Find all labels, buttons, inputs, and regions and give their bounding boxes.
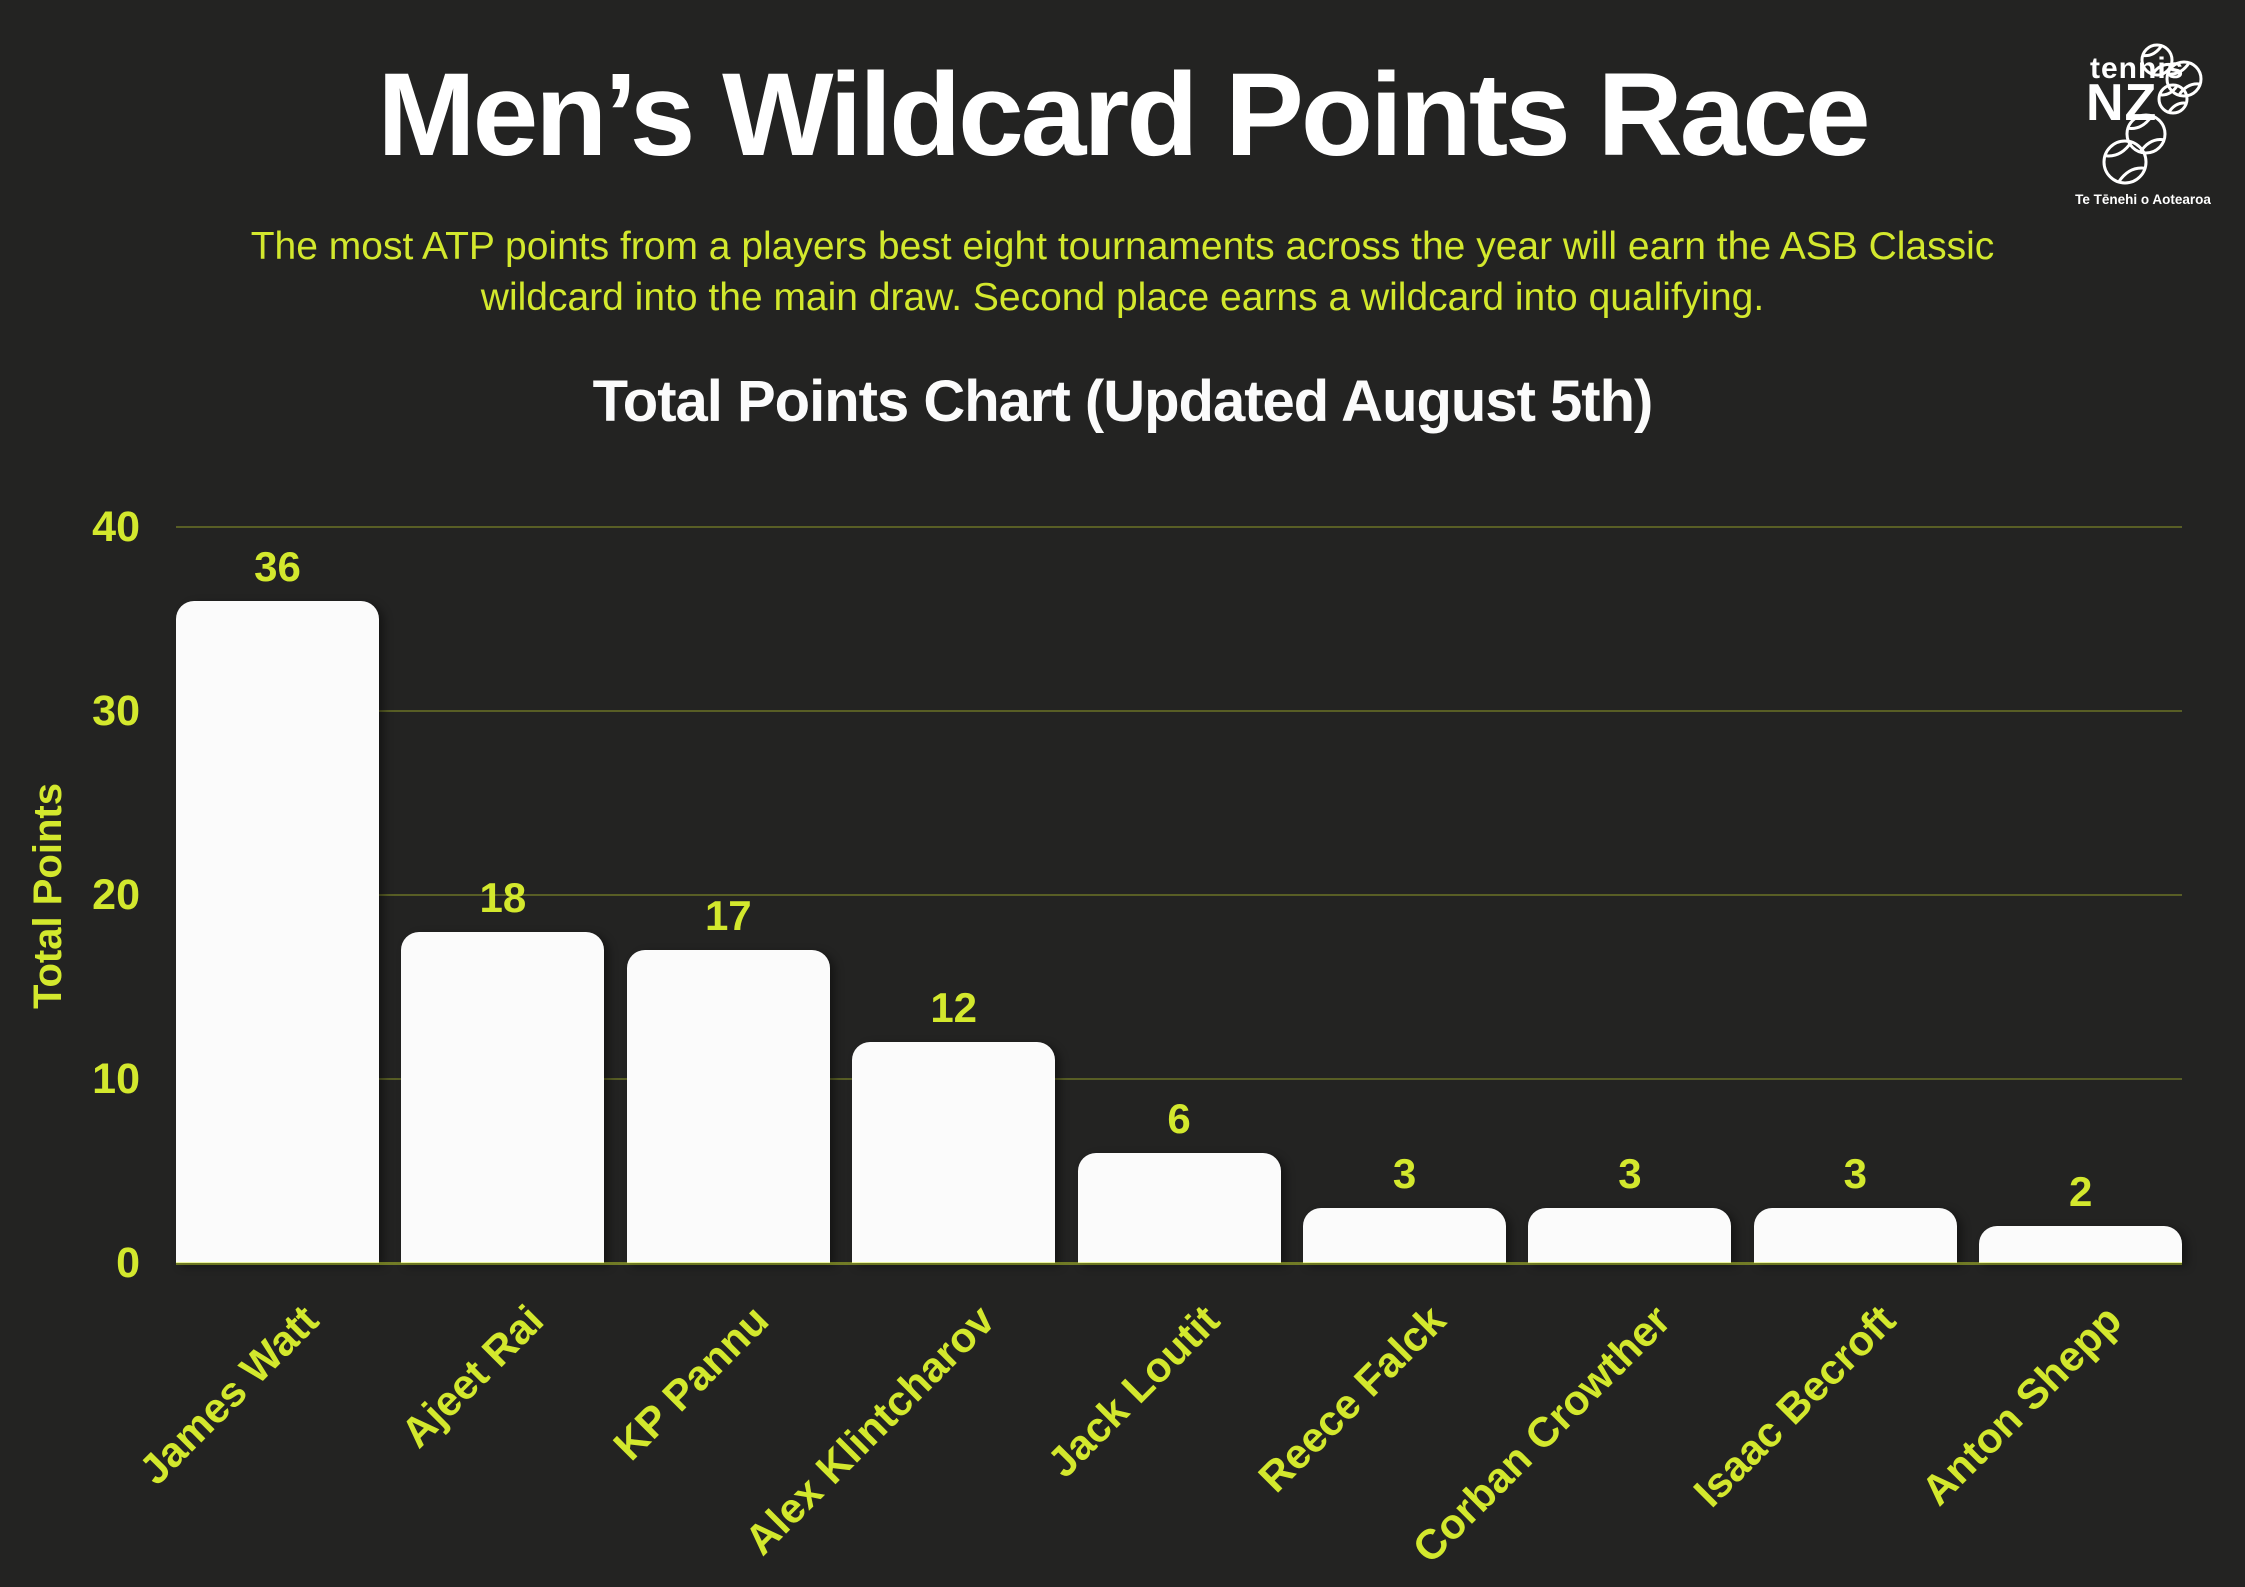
bar-value-5: 3: [1392, 1149, 1417, 1197]
bar-corban-crowther: [1528, 1207, 1732, 1263]
bar-value-7: 3: [1843, 1149, 1867, 1197]
bar-value-1: 18: [479, 873, 527, 921]
bar-ajeet-rai: [401, 931, 605, 1263]
x-axis-label-anton-shepp: Anton Shepp: [1911, 1296, 2130, 1514]
y-tick-label-10: 10: [92, 1055, 140, 1103]
gridline-40: [176, 526, 2182, 528]
y-tick-label-0: 0: [116, 1239, 140, 1287]
bar-value-0: 36: [254, 542, 301, 590]
bar-anton-shepp: [1979, 1226, 2183, 1263]
chart-title: Total Points Chart (Updated August 5th): [592, 369, 1654, 434]
bar-isaac-becroft: [1753, 1207, 1957, 1263]
x-axis-line: [176, 1262, 2182, 1265]
bar-jack-loutit: [1077, 1152, 1281, 1263]
bar-value-4: 6: [1167, 1094, 1191, 1142]
page-title: Men’s Wildcard Points Race: [377, 49, 1870, 181]
bar-value-8: 2: [2069, 1168, 2093, 1216]
bar-value-3: 12: [930, 984, 978, 1032]
y-tick-label-20: 20: [92, 871, 140, 919]
tennis-nz-logo: tennis NZ: [2068, 14, 2224, 210]
bar-reece-falck: [1303, 1207, 1506, 1263]
logo-tagline: Te Tēnehi o Aotearoa: [2075, 192, 2211, 207]
page-subtitle: The most ATP points from a players best …: [0, 222, 2245, 323]
tennis-balls-icon: [2104, 45, 2201, 183]
subtitle-line-1: The most ATP points from a players best …: [250, 225, 1995, 268]
bar-james-watt: [176, 600, 379, 1263]
bar-kp-pannu: [626, 950, 830, 1263]
subtitle-line-2: wildcard into the main draw. Second plac…: [480, 275, 1765, 319]
gridline-30: [176, 710, 2182, 712]
y-tick-label-40: 40: [92, 503, 140, 551]
bar-alex-klintcharov: [852, 1042, 1056, 1263]
bar-value-6: 3: [1618, 1149, 1642, 1197]
y-tick-label-30: 30: [92, 687, 140, 735]
bar-value-2: 17: [704, 892, 752, 940]
gridline-20: [176, 894, 2182, 896]
tennis-nz-logo-graphic: tennis NZ: [2075, 14, 2211, 207]
gridline-10: [176, 1078, 2182, 1080]
